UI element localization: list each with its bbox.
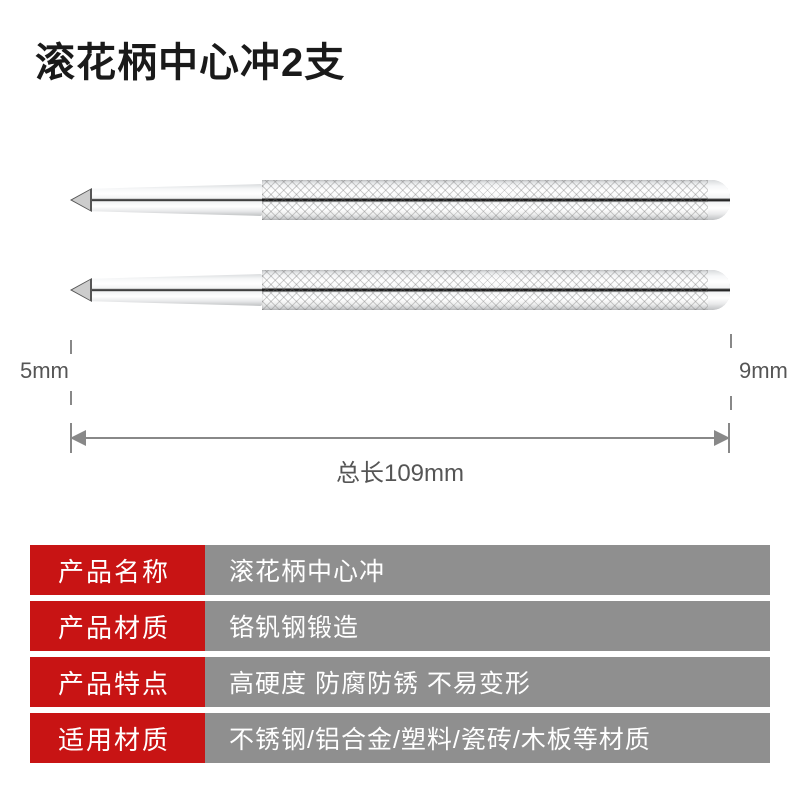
table-row: 产品特点 高硬度 防腐防锈 不易变形: [30, 657, 770, 707]
spec-value: 铬钒钢锻造: [205, 601, 770, 651]
spec-value: 高硬度 防腐防锈 不易变形: [205, 657, 770, 707]
punch-top: [70, 180, 730, 220]
product-illustration: [70, 180, 730, 360]
tick-mark: [730, 396, 732, 410]
product-title: 滚花柄中心冲2支: [35, 30, 345, 88]
spec-table: 产品名称 滚花柄中心冲 产品材质 铬钒钢锻造 产品特点 高硬度 防腐防锈 不易变…: [30, 545, 770, 769]
spec-label: 产品材质: [30, 601, 205, 651]
body-diameter-label: 9mm: [739, 358, 788, 384]
spec-label: 产品特点: [30, 657, 205, 707]
spec-label: 产品名称: [30, 545, 205, 595]
table-row: 产品材质 铬钒钢锻造: [30, 601, 770, 651]
spec-value: 不锈钢/铝合金/塑料/瓷砖/木板等材质: [205, 713, 770, 763]
tick-mark: [70, 391, 72, 405]
table-row: 产品名称 滚花柄中心冲: [30, 545, 770, 595]
tick-mark: [70, 340, 72, 354]
tip-diameter-label: 5mm: [20, 358, 69, 384]
punch-bottom: [70, 270, 730, 310]
table-row: 适用材质 不锈钢/铝合金/塑料/瓷砖/木板等材质: [30, 713, 770, 763]
tick-mark: [730, 334, 732, 348]
total-length-label: 总长109mm: [70, 453, 730, 488]
spec-value: 滚花柄中心冲: [205, 545, 770, 595]
spec-label: 适用材质: [30, 713, 205, 763]
